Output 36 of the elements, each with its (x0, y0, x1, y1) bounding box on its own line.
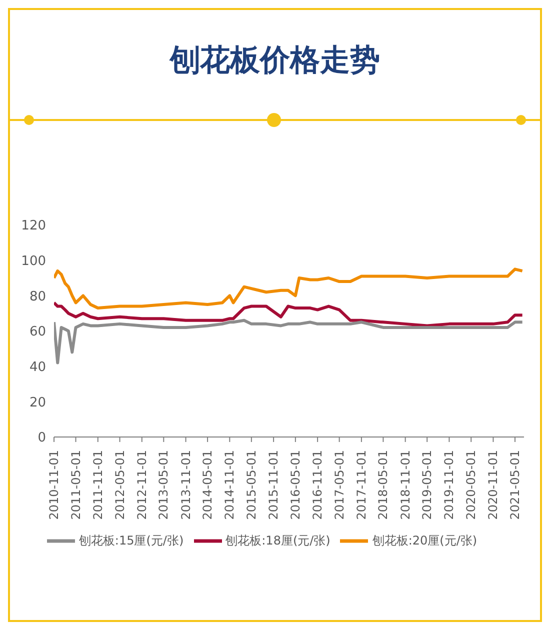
x-tick-label: 2010-11-01 (47, 450, 61, 520)
x-tick-label: 2013-05-01 (156, 450, 171, 520)
y-tick-label: 60 (29, 324, 46, 340)
y-tick-label: 0 (38, 430, 46, 446)
x-tick-label: 2018-11-01 (398, 450, 412, 520)
chart-title: 刨花板价格走势 (168, 42, 381, 80)
x-tick-label: 2020-11-01 (486, 450, 500, 520)
line-series (54, 268, 524, 310)
x-tick-label: 2016-05-01 (288, 450, 302, 520)
line-series (54, 301, 524, 328)
x-tick-label: 2011-05-01 (68, 450, 83, 520)
x-tick-label: 2019-05-01 (420, 450, 434, 520)
x-tick-label: 2014-11-01 (222, 450, 237, 520)
x-tick-label: 2018-05-01 (376, 450, 390, 520)
x-tick-label: 2014-05-01 (200, 450, 215, 520)
x-tick-label: 2020-05-01 (464, 450, 478, 520)
line-series (54, 318, 524, 364)
x-tick-label: 2016-11-01 (310, 450, 325, 520)
y-tick-label: 80 (29, 289, 46, 304)
y-tick-label: 20 (29, 395, 46, 410)
x-tick-label: 2017-11-01 (354, 450, 368, 520)
legend-label: 刨花板:18厘(元/张) (226, 533, 330, 548)
legend-label: 刨花板:15厘(元/张) (78, 533, 184, 548)
x-tick-label: 2019-11-01 (442, 450, 456, 520)
x-tick-label: 2015-05-01 (244, 450, 258, 520)
x-tick-label: 2011-11-01 (90, 450, 105, 520)
x-tick-label: 2012-11-01 (134, 450, 149, 520)
x-tick-label: 2013-11-01 (178, 450, 193, 520)
x-tick-label: 2015-11-01 (266, 450, 281, 520)
y-tick-label: 40 (29, 360, 46, 375)
x-tick-label: 2017-05-01 (332, 450, 346, 520)
y-tick-label: 120 (21, 218, 46, 234)
x-tick-label: 2012-05-01 (112, 450, 127, 520)
legend-label: 刨花板:20厘(元/张) (372, 533, 478, 548)
x-tick-label: 2021-05-01 (508, 450, 522, 520)
y-tick-label: 100 (21, 254, 46, 269)
